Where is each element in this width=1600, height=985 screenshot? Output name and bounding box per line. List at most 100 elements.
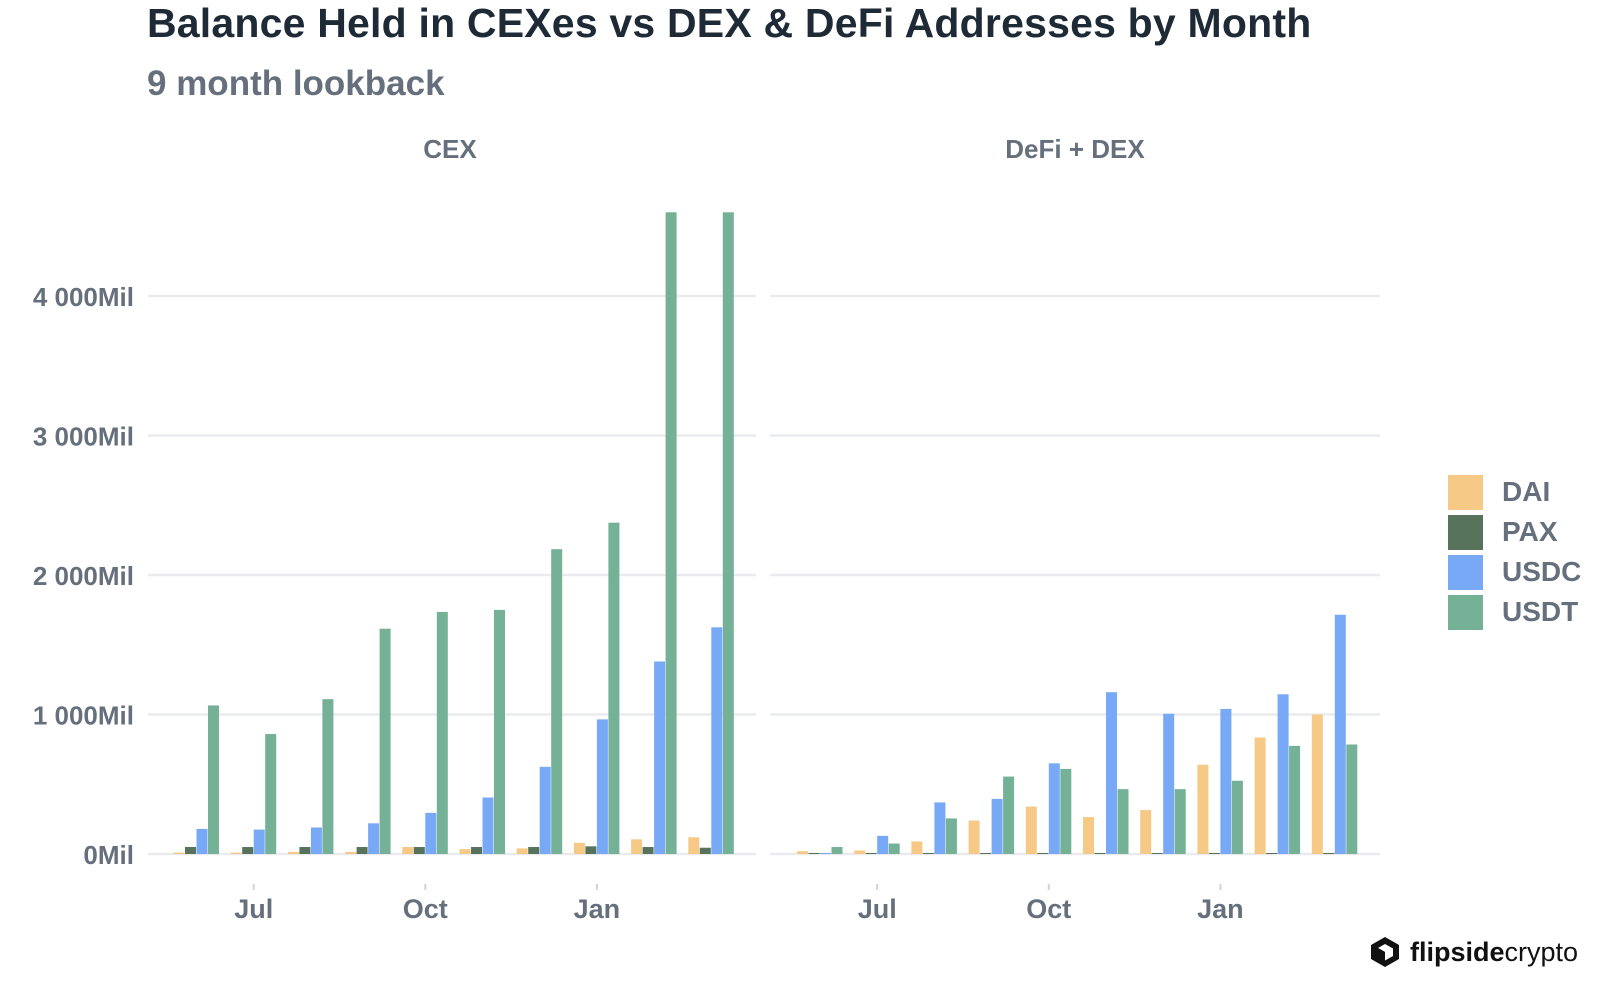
bar-usdt [831, 847, 843, 854]
bar-usdc [310, 827, 322, 854]
brand-logo: flipsidecrypto [1368, 932, 1578, 972]
bar-usdt [265, 734, 277, 854]
x-tick-label: Oct [1026, 894, 1071, 924]
bar-dai [1254, 737, 1266, 854]
bar-dai [516, 848, 528, 854]
bar-dai [1083, 817, 1094, 854]
bar-usdt [208, 705, 219, 854]
y-tick-label: 3 000Mil [33, 422, 134, 452]
bar-usdc [539, 766, 551, 854]
bar-usdt [1060, 768, 1072, 854]
bar-pax [185, 847, 196, 854]
bar-usdc [196, 828, 208, 854]
bar-usdt [945, 818, 957, 854]
bar-dai [797, 851, 808, 854]
bar-pax [1151, 853, 1163, 854]
bar-usdc [877, 835, 889, 854]
x-tick-label: Jul [858, 894, 897, 924]
bar-pax [922, 853, 934, 854]
legend-label-dai: DAI [1502, 476, 1551, 507]
bar-dai [230, 852, 242, 854]
bar-pax [980, 853, 992, 854]
bar-dai [459, 849, 471, 854]
bar-pax [1094, 853, 1106, 854]
legend-swatch-usdt [1448, 594, 1483, 630]
bar-usdc [820, 853, 831, 854]
legend-swatch-pax [1448, 514, 1483, 550]
bar-usdt [322, 699, 334, 854]
bar-usdc [991, 798, 1003, 854]
bar-usdt [722, 212, 734, 855]
bar-usdc [1334, 614, 1346, 854]
bar-dai [1197, 764, 1209, 854]
bar-pax [356, 847, 368, 854]
bar-usdc [1163, 713, 1175, 854]
bar-dai [854, 850, 866, 854]
bar-usdc [425, 812, 437, 854]
legend-item-dai[interactable]: DAI [1448, 472, 1581, 512]
bar-usdt [1003, 776, 1015, 854]
bar-usdc [482, 797, 494, 854]
y-tick-label: 0Mil [83, 840, 134, 870]
bar-usdc [1048, 763, 1060, 854]
bar-usdt [1346, 744, 1358, 854]
bar-usdc [596, 719, 608, 854]
bar-pax [699, 847, 711, 854]
legend: DAI PAX USDC USDT [1448, 472, 1581, 632]
bar-dai [688, 837, 700, 854]
bar-usdc [934, 802, 946, 854]
bar-dai [287, 851, 299, 854]
bar-dai [402, 847, 414, 854]
bar-usdt [1117, 789, 1129, 854]
brand-text: flipsidecrypto [1410, 936, 1579, 967]
bar-usdc [711, 627, 723, 854]
bar-usdc [1220, 708, 1232, 854]
bar-pax [413, 847, 425, 854]
y-tick-label: 4 000Mil [33, 282, 134, 312]
y-tick-label: 1 000Mil [33, 701, 134, 731]
bar-dai [1025, 806, 1037, 854]
bar-usdt [494, 609, 505, 854]
chart-title: Balance Held in CEXes vs DEX & DeFi Addr… [147, 0, 1312, 46]
bar-usdc [1106, 692, 1117, 854]
bar-usdt [1174, 789, 1186, 854]
x-tick-label: Jul [234, 894, 273, 924]
bar-dai [573, 842, 585, 854]
legend-item-usdc[interactable]: USDC [1448, 552, 1581, 592]
bar-pax [299, 847, 311, 854]
bar-pax [642, 847, 654, 854]
bar-pax [585, 846, 597, 854]
legend-item-usdt[interactable]: USDT [1448, 592, 1581, 632]
bar-pax [1323, 853, 1335, 854]
bar-dai [345, 851, 357, 854]
x-tick-label: Oct [403, 894, 448, 924]
bar-pax [808, 853, 820, 854]
chart-subtitle: 9 month lookback [147, 64, 445, 103]
bar-pax [242, 847, 254, 854]
bar-pax [865, 853, 877, 854]
legend-item-pax[interactable]: PAX [1448, 512, 1581, 552]
bar-dai [911, 841, 923, 854]
bar-usdt [436, 611, 448, 854]
legend-swatch-dai [1448, 474, 1483, 510]
bar-pax [1208, 853, 1220, 854]
bar-usdc [654, 661, 666, 854]
bar-dai [968, 820, 980, 854]
bar-usdt [1231, 780, 1243, 854]
bar-usdt [888, 843, 900, 854]
bar-usdt [608, 522, 620, 854]
legend-label-usdt: USDT [1502, 596, 1579, 627]
bar-usdc [368, 823, 380, 854]
bar-dai [173, 852, 185, 854]
bar-pax [1266, 853, 1278, 854]
bar-pax [1037, 853, 1049, 854]
legend-swatch-usdc [1448, 554, 1483, 590]
panel-title: DeFi + DEX [1005, 134, 1145, 164]
bar-pax [528, 847, 540, 854]
bar-usdt [551, 549, 563, 854]
bar-pax [471, 847, 482, 854]
bar-usdc [1277, 694, 1289, 854]
y-tick-label: 2 000Mil [33, 561, 134, 591]
bar-dai [1311, 714, 1323, 854]
